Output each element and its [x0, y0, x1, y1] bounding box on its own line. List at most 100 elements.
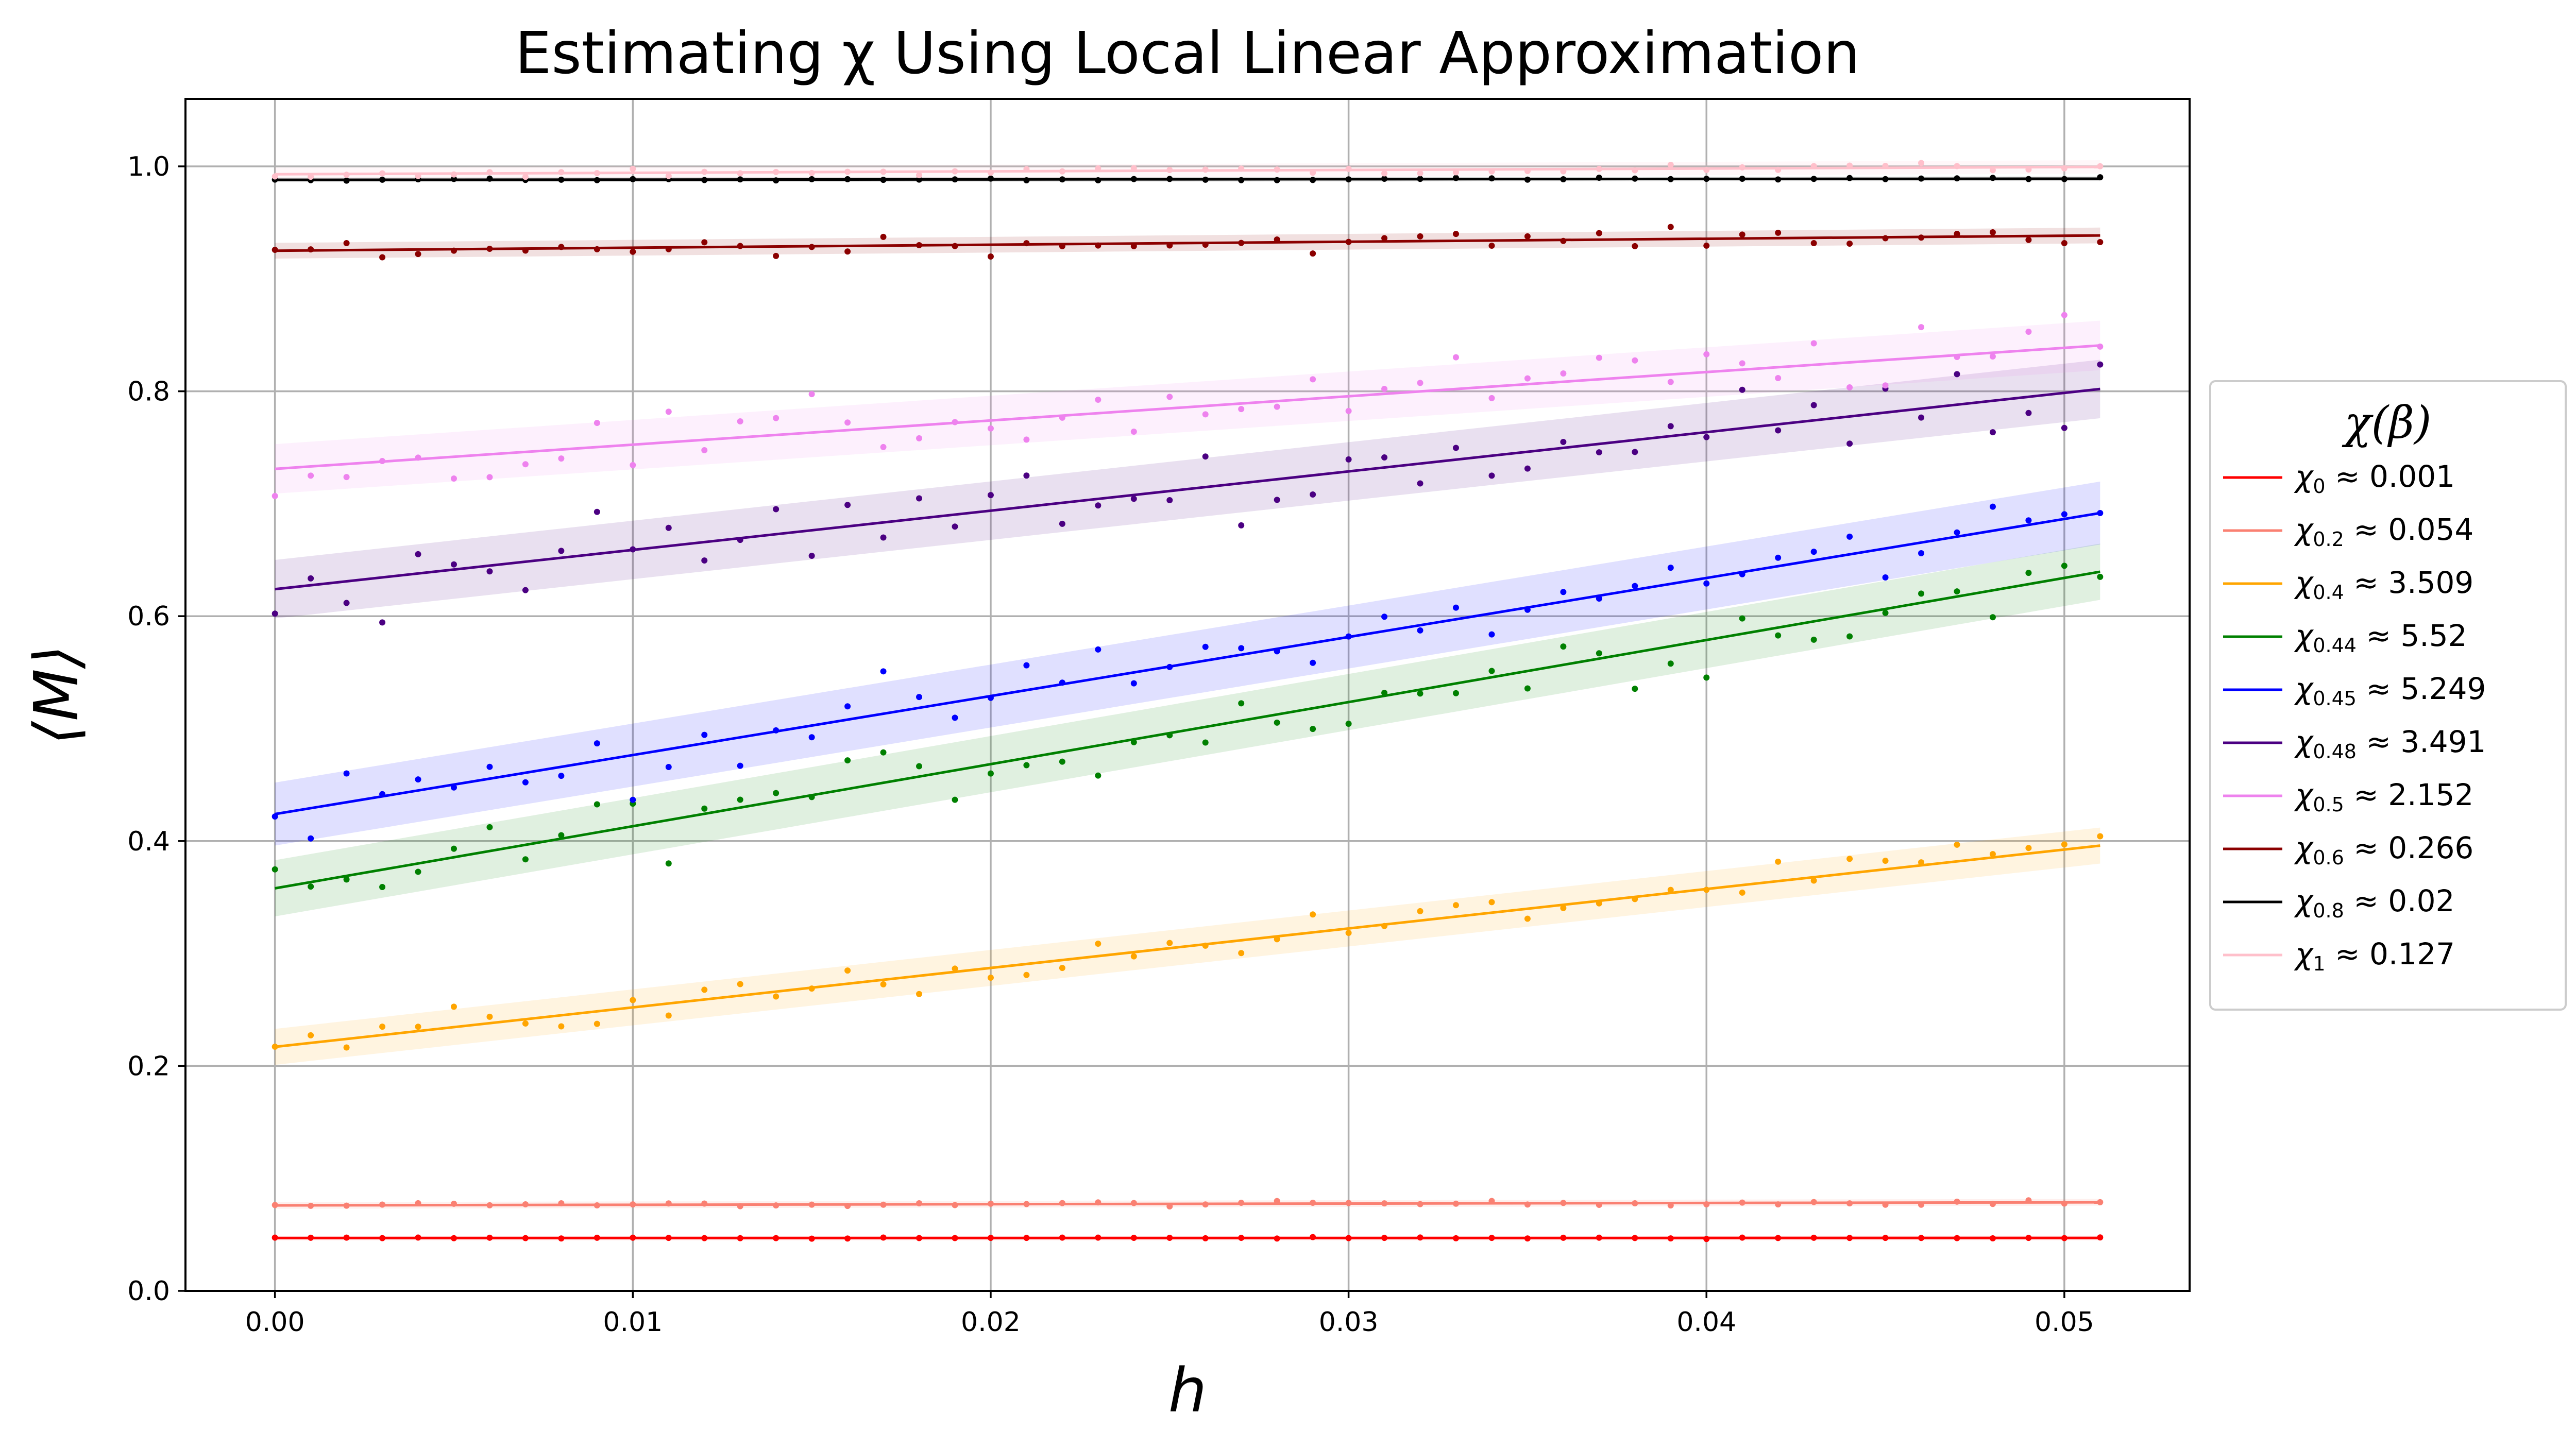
data-point	[1775, 176, 1782, 183]
data-point	[1596, 1202, 1602, 1208]
fit-lines	[275, 165, 2100, 1239]
data-point	[558, 1023, 565, 1030]
data-point	[1202, 1235, 1209, 1241]
data-point	[1274, 1198, 1280, 1204]
data-point	[665, 246, 672, 252]
x-tick-label: 0.03	[1319, 1307, 1379, 1338]
data-point	[2097, 573, 2104, 580]
data-point	[630, 997, 636, 1003]
data-point	[379, 619, 386, 626]
data-point	[1345, 165, 1352, 172]
data-point	[1130, 243, 1137, 249]
data-point	[952, 419, 958, 425]
data-point	[1059, 414, 1065, 421]
data-point	[808, 553, 815, 559]
data-point	[987, 175, 994, 182]
data-point	[2097, 343, 2104, 350]
data-point	[987, 1235, 994, 1241]
data-point	[272, 1234, 278, 1241]
data-point	[594, 1202, 600, 1209]
data-point	[343, 600, 350, 606]
data-point	[522, 779, 529, 786]
data-point	[1345, 176, 1352, 183]
data-point	[379, 1024, 386, 1030]
data-point	[1560, 1200, 1567, 1206]
data-point	[343, 1044, 350, 1051]
data-point	[1810, 1234, 1817, 1241]
data-point	[1381, 690, 1388, 696]
data-point	[665, 860, 672, 867]
data-point	[701, 239, 708, 246]
data-point	[1130, 1234, 1137, 1241]
data-point	[701, 177, 708, 183]
data-point	[1202, 411, 1209, 418]
data-point	[1596, 354, 1602, 361]
data-point	[415, 1024, 421, 1030]
data-point	[952, 796, 958, 803]
data-point	[1345, 238, 1352, 245]
data-point	[1524, 465, 1531, 472]
data-point	[1238, 406, 1245, 413]
data-point	[880, 534, 887, 541]
data-point	[1095, 772, 1101, 779]
legend-label: χ0.48 ≈ 3.491	[2294, 724, 2486, 763]
fit-line	[275, 165, 2100, 176]
data-point	[450, 171, 457, 178]
data-point	[1452, 169, 1459, 176]
data-point	[1238, 950, 1245, 957]
data-point	[343, 177, 350, 184]
data-point	[486, 568, 493, 575]
y-tick-label: 1.0	[127, 151, 170, 182]
data-point	[987, 694, 994, 701]
data-point	[1632, 243, 1638, 249]
data-point	[1274, 648, 1280, 655]
data-point	[1846, 384, 1853, 391]
data-point	[630, 1234, 636, 1241]
data-point	[1989, 429, 1996, 436]
y-tick-label: 0.4	[127, 826, 170, 857]
data-point	[379, 791, 386, 797]
data-point	[1596, 650, 1602, 657]
data-point	[272, 246, 278, 253]
data-point	[486, 175, 493, 182]
data-point	[1023, 472, 1030, 479]
data-point	[343, 1202, 350, 1209]
data-point	[1524, 1201, 1531, 1208]
data-point	[1846, 440, 1853, 447]
data-point	[1739, 889, 1745, 896]
data-point	[1310, 1234, 1316, 1240]
data-point	[880, 668, 887, 675]
data-point	[844, 176, 851, 182]
data-point	[916, 1200, 923, 1206]
data-point	[272, 610, 278, 617]
data-point	[737, 1203, 743, 1209]
data-point	[844, 1235, 851, 1242]
data-point	[1166, 176, 1173, 182]
x-axis-label: h	[1168, 1355, 1207, 1426]
data-point	[1560, 589, 1567, 595]
data-point	[1667, 1235, 1674, 1242]
data-point	[1488, 395, 1495, 401]
data-point	[1059, 758, 1065, 765]
data-point	[1166, 663, 1173, 670]
data-point	[379, 176, 386, 183]
data-point	[522, 461, 529, 468]
data-point	[1130, 165, 1137, 172]
data-point	[450, 176, 457, 182]
data-point	[1632, 1235, 1638, 1241]
data-point	[1452, 1235, 1459, 1241]
data-point	[1488, 175, 1495, 182]
data-point	[1166, 497, 1173, 504]
data-point	[1775, 858, 1782, 865]
data-point	[808, 1201, 815, 1208]
data-point	[1989, 175, 1996, 181]
data-point	[1095, 242, 1101, 249]
data-point	[1095, 397, 1101, 403]
data-point	[701, 447, 708, 454]
data-point	[1524, 606, 1531, 613]
data-point	[1381, 235, 1388, 242]
data-point	[1130, 1200, 1137, 1206]
data-point	[522, 1020, 529, 1027]
data-point	[1846, 240, 1853, 247]
data-point	[880, 168, 887, 175]
